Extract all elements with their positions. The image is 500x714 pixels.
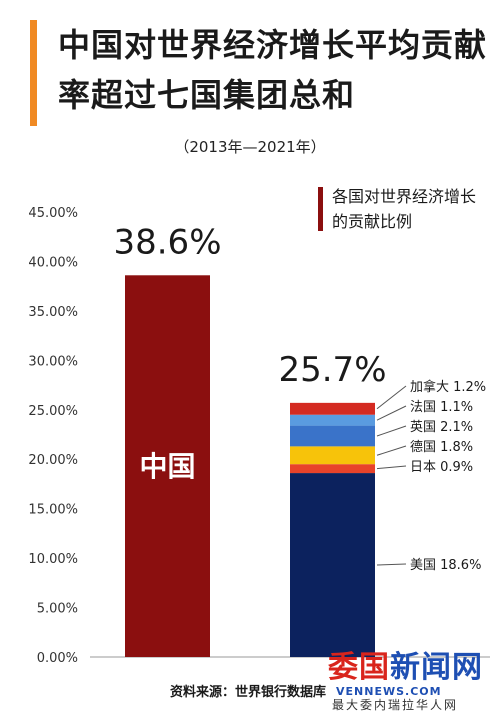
y-tick-label: 25.00%	[28, 404, 78, 419]
watermark-logo-part2: 新闻网	[390, 650, 483, 685]
segment-label: 德国 1.8%	[410, 440, 473, 455]
chart-subtitle: （2013年—2021年）	[174, 138, 326, 156]
y-tick-label: 45.00%	[28, 206, 78, 221]
legend-color-mark	[318, 187, 323, 231]
bar-segment	[290, 414, 375, 426]
watermark: 委国新闻网 VENNEWS.COM 最大委内瑞拉华人网	[328, 652, 500, 714]
y-tick-label: 20.00%	[28, 453, 78, 468]
watermark-tagline: 最大委内瑞拉华人网	[332, 698, 459, 712]
y-tick-label: 30.00%	[28, 354, 78, 369]
bar-segment	[290, 446, 375, 465]
bar-segment	[290, 425, 375, 447]
watermark-logo-part1: 委国	[328, 650, 390, 685]
y-tick-label: 15.00%	[28, 503, 78, 518]
segment-label: 加拿大 1.2%	[410, 379, 486, 395]
legend-label: 各国对世界经济增长的贡献比例	[332, 187, 477, 231]
y-tick-label: 35.00%	[28, 305, 78, 320]
bar-segment	[290, 473, 375, 657]
title-accent-bar	[30, 20, 37, 126]
segment-leader-line	[376, 465, 407, 470]
segment-leader-line	[376, 425, 407, 437]
bar-total-label: 38.6%	[113, 222, 221, 262]
bar-inner-label: 中国	[139, 450, 195, 483]
segment-leader-line	[376, 563, 407, 566]
segment-leader-line	[376, 385, 407, 410]
segment-leader-line	[376, 405, 407, 421]
segment-label: 美国 18.6%	[410, 558, 481, 573]
source-note: 资料来源：世界银行数据库	[170, 685, 327, 700]
watermark-domain: VENNEWS.COM	[336, 685, 442, 698]
segment-label: 英国 2.1%	[410, 420, 473, 435]
segment-leader-line	[376, 445, 407, 456]
segment-label: 日本 0.9%	[410, 460, 473, 475]
y-tick-label: 40.00%	[28, 255, 78, 270]
watermark-logo: 委国新闻网	[328, 652, 500, 684]
y-tick-label: 0.00%	[37, 651, 78, 666]
y-tick-label: 10.00%	[28, 552, 78, 567]
bar-segment	[125, 275, 210, 657]
bar-segment	[290, 402, 375, 415]
y-tick-label: 5.00%	[37, 602, 78, 617]
bar-segment	[290, 464, 375, 474]
chart-title: 中国对世界经济增长平均贡献率超过七国集团总和	[58, 26, 488, 114]
bar-total-label: 25.7%	[278, 350, 386, 390]
segment-label: 法国 1.1%	[410, 400, 473, 415]
